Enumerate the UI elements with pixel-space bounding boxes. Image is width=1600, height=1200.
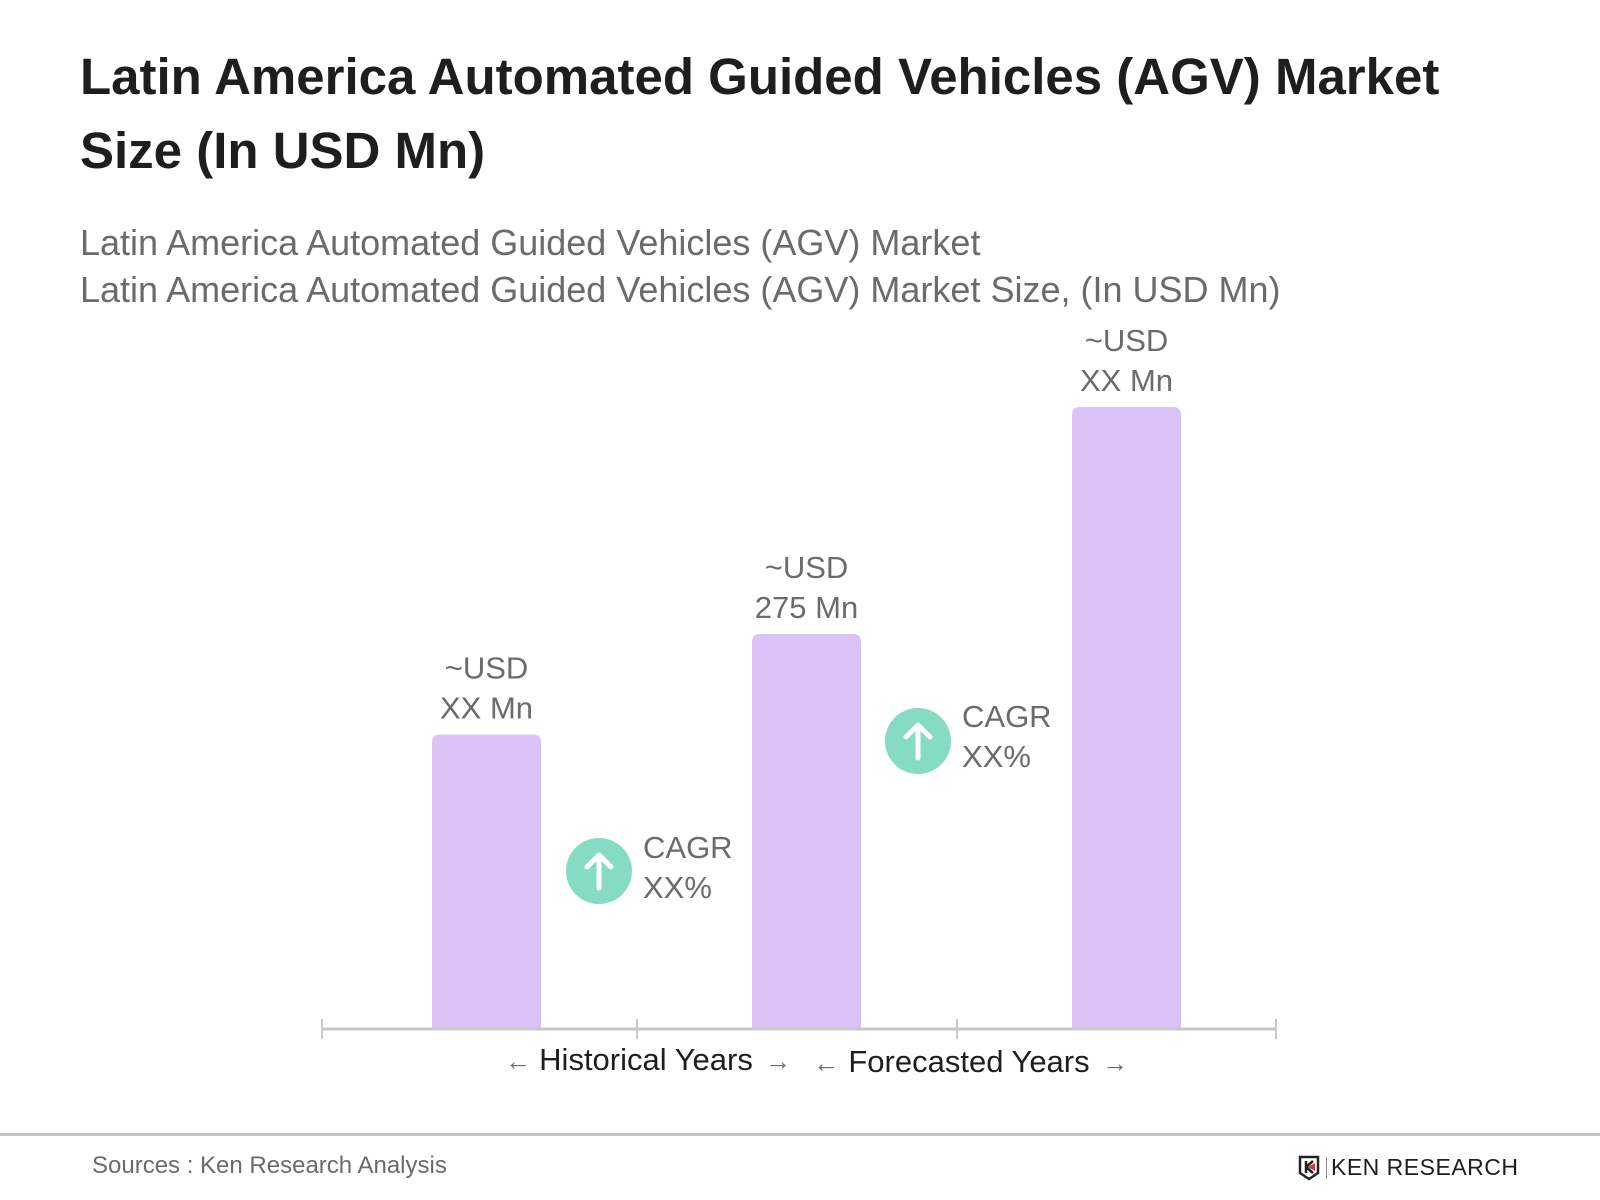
forecasted-years-label: Forecasted Years	[848, 1044, 1089, 1079]
ken-research-logo: KEN RESEARCH	[1298, 1154, 1518, 1181]
footer-divider	[0, 1133, 1600, 1136]
bar-data-label: ~USD	[1085, 323, 1169, 358]
subtitle-line-1: Latin America Automated Guided Vehicles …	[80, 222, 981, 263]
sources-note: Sources : Ken Research Analysis	[92, 1152, 447, 1179]
bar-data-label: 275 Mn	[755, 590, 858, 625]
bar	[432, 734, 541, 1029]
subtitle-line-2: Latin America Automated Guided Vehicles …	[80, 269, 1281, 310]
bar-data-label: ~USD	[445, 651, 529, 686]
arrow-right-icon: →	[765, 1046, 791, 1076]
page-title: Latin America Automated Guided Vehicles …	[80, 48, 1440, 179]
arrow-up-icon	[584, 852, 614, 891]
cagr-annotation-2: CAGR XX%	[885, 699, 1052, 774]
cagr-label: CAGR	[962, 699, 1052, 734]
cagr-label: CAGR	[643, 830, 733, 865]
cagr-value: XX%	[643, 870, 712, 905]
bar	[1072, 407, 1181, 1029]
arrow-up-icon	[903, 722, 933, 761]
bar	[752, 634, 861, 1029]
cagr-value: XX%	[962, 739, 1031, 774]
bar-data-label: XX Mn	[440, 691, 533, 726]
bar-chart: ~USD XX Mn ~USD 275 Mn ~USD XX Mn ← Historica…	[321, 323, 1277, 1079]
logo-text: KEN RESEARCH	[1331, 1154, 1519, 1180]
bar-data-label: ~USD	[765, 550, 849, 585]
arrow-right-icon: →	[1102, 1048, 1128, 1078]
bar-data-label: XX Mn	[1080, 363, 1173, 398]
arrow-left-icon: ←	[813, 1048, 839, 1078]
ken-research-logo-icon	[1298, 1155, 1320, 1181]
historical-years-label: Historical Years	[539, 1042, 753, 1077]
arrow-left-icon: ←	[505, 1046, 531, 1076]
cagr-annotation-1: CAGR XX%	[566, 830, 733, 905]
